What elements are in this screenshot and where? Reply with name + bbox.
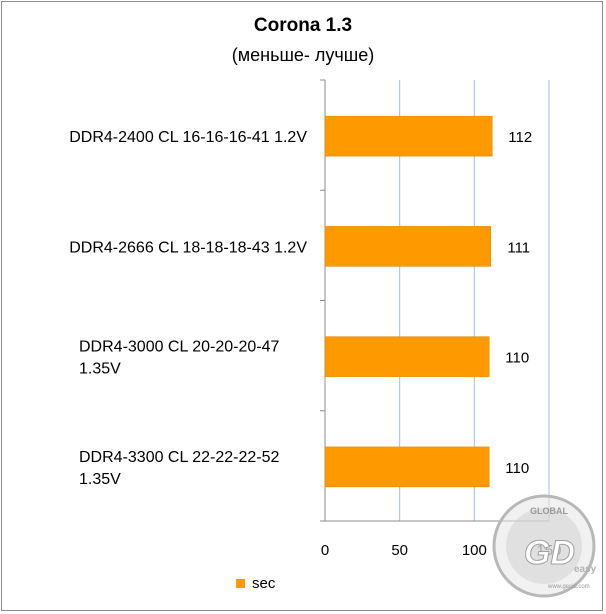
- category-label: DDR4-3300 CL 22-22-22-52: [79, 449, 280, 466]
- watermark-text-top: GLOBAL: [530, 506, 568, 516]
- category-label: 1.35V: [79, 471, 121, 488]
- chart-title: Corona 1.3: [253, 15, 353, 36]
- category-label: DDR4-3000 CL 20-20-20-47: [79, 339, 280, 356]
- data-label: 111: [507, 239, 530, 256]
- data-label: 110: [505, 350, 529, 367]
- gecid-watermark-logo: GLOBAL GD easy www.gecid.com: [492, 494, 597, 598]
- x-tick-label: 0: [321, 542, 329, 559]
- bar: [324, 446, 490, 488]
- category-label: DDR4-2400 CL 16-16-16-41 1.2V: [69, 129, 307, 146]
- bar: [324, 336, 490, 377]
- legend: sec: [236, 575, 275, 592]
- legend-label: sec: [252, 575, 276, 592]
- bar: [324, 115, 493, 157]
- category-label: 1.35V: [79, 361, 121, 378]
- watermark-text-url: www.gecid.com: [547, 584, 590, 590]
- watermark-text-main: GD: [524, 534, 575, 572]
- bar: [324, 226, 492, 267]
- legend-swatch: [236, 579, 245, 588]
- watermark-text-side: easy: [574, 564, 597, 575]
- data-label: 112: [508, 129, 532, 146]
- data-label: 110: [505, 460, 529, 477]
- chart-subtitle: (меньше- лучше): [231, 45, 375, 65]
- x-tick-label: 50: [391, 542, 408, 559]
- category-label: DDR4-2666 CL 18-18-18-43 1.2V: [69, 239, 307, 256]
- x-tick-label: 100: [462, 542, 487, 559]
